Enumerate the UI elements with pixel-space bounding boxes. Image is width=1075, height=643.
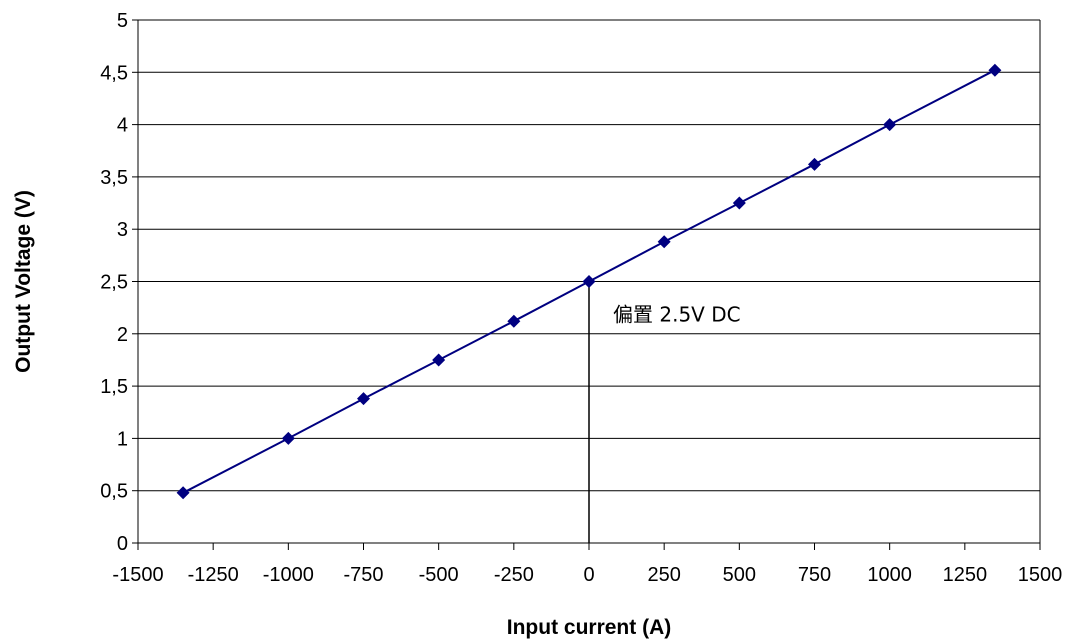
annotation-label: 偏置 2.5V DC bbox=[613, 303, 741, 327]
data-point bbox=[176, 486, 190, 500]
y-tick-label: 4,5 bbox=[100, 62, 128, 84]
x-tick-label: 250 bbox=[647, 564, 680, 586]
series bbox=[176, 63, 1002, 500]
x-axis-title: Input current (A) bbox=[507, 616, 671, 639]
x-tick-label: 1250 bbox=[943, 564, 988, 586]
data-point bbox=[432, 353, 446, 367]
x-tick-label: 1000 bbox=[867, 564, 912, 586]
data-point bbox=[357, 392, 370, 406]
data-point bbox=[732, 196, 746, 210]
y-tick-label: 0,5 bbox=[100, 481, 128, 503]
data-point bbox=[582, 275, 596, 288]
data-point bbox=[507, 314, 521, 328]
x-axis-ticks: -1500 -1250 -1000 -750 -500 -250 0 250 500 750 100… bbox=[112, 543, 1062, 586]
y-tick-label: 0 bbox=[117, 533, 128, 555]
x-tick-label: -1500 bbox=[112, 564, 163, 586]
y-tick-label: 2,5 bbox=[100, 272, 128, 294]
y-axis-title: Output Voltage (V) bbox=[12, 190, 35, 373]
y-tick-label: 4 bbox=[117, 115, 128, 137]
data-point bbox=[281, 431, 295, 445]
y-tick-label: 1 bbox=[117, 428, 128, 450]
x-tick-label: 0 bbox=[583, 564, 594, 586]
y-tick-label: 1,5 bbox=[100, 376, 128, 398]
x-tick-label: 1500 bbox=[1018, 564, 1063, 586]
x-tick-label: 750 bbox=[798, 564, 831, 586]
x-tick-label: -1000 bbox=[263, 564, 314, 586]
y-tick-label: 3,5 bbox=[100, 167, 128, 189]
y-tick-label: 2 bbox=[117, 324, 128, 346]
data-point bbox=[883, 118, 897, 132]
x-tick-label: -500 bbox=[419, 564, 459, 586]
x-tick-label: -250 bbox=[494, 564, 534, 586]
x-tick-label: -1250 bbox=[188, 564, 239, 586]
annotations: 偏置 2.5V DC bbox=[588, 281, 741, 543]
y-tick-label: 3 bbox=[117, 219, 128, 241]
data-point bbox=[657, 235, 671, 249]
data-point bbox=[988, 63, 1002, 77]
data-point bbox=[808, 157, 821, 171]
x-tick-label: -750 bbox=[343, 564, 383, 586]
x-tick-label: 500 bbox=[723, 564, 756, 586]
y-tick-label: 5 bbox=[117, 10, 128, 32]
y-axis-ticks: 0 0,5 1 1,5 2 2,5 3 3,5 4 4,5 5 bbox=[100, 10, 138, 555]
